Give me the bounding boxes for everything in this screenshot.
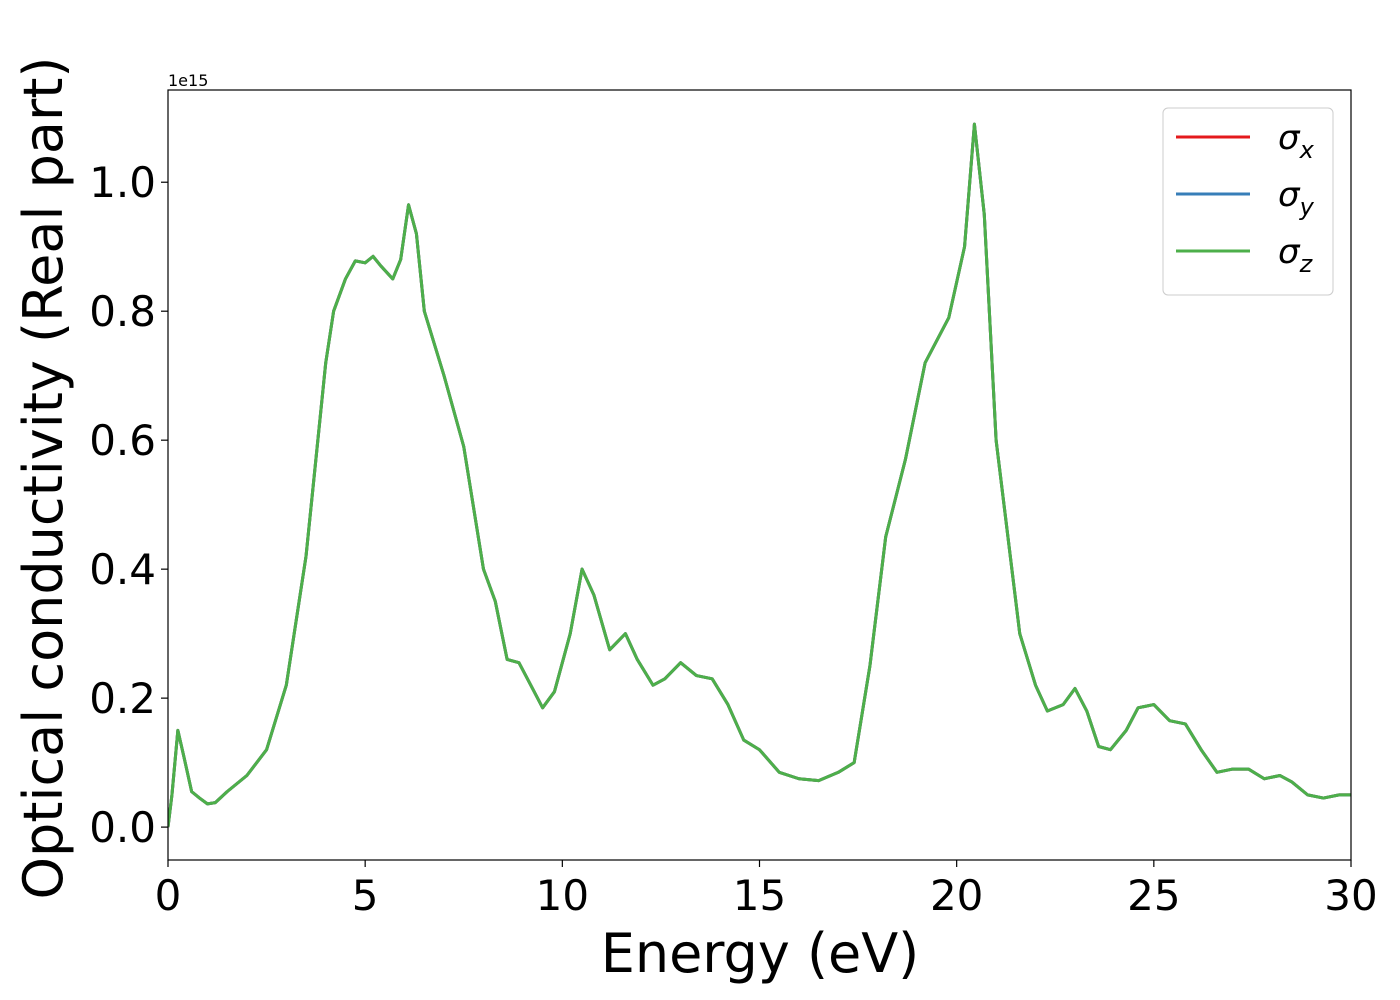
y-tick-label: 0.8 <box>89 287 156 336</box>
x-tick-label: 25 <box>1127 871 1180 920</box>
legend-box <box>1162 107 1334 296</box>
y-tick-label: 1.0 <box>89 158 156 207</box>
y-tick-label: 0.6 <box>89 416 156 465</box>
legend-label: σx <box>1278 118 1315 164</box>
x-tick-label: 20 <box>930 871 983 920</box>
x-tick-label: 30 <box>1324 871 1377 920</box>
plot-frame <box>167 89 1352 861</box>
y-offset-label: 1e15 <box>168 71 208 90</box>
x-tick-label: 15 <box>733 871 786 920</box>
y-tick-label: 0.0 <box>89 803 156 852</box>
legend-label: σz <box>1278 232 1314 278</box>
legend-label: σy <box>1278 175 1315 221</box>
y-tick-label: 0.4 <box>89 545 156 594</box>
y-axis-label: Optical conductivity (Real part) <box>12 57 75 900</box>
x-tick-label: 5 <box>352 871 379 920</box>
x-axis-label: Energy (eV) <box>601 922 920 985</box>
y-tick-label: 0.2 <box>89 674 156 723</box>
series-line <box>168 122 1351 828</box>
x-tick-label: 0 <box>155 871 182 920</box>
x-tick-label: 10 <box>536 871 589 920</box>
